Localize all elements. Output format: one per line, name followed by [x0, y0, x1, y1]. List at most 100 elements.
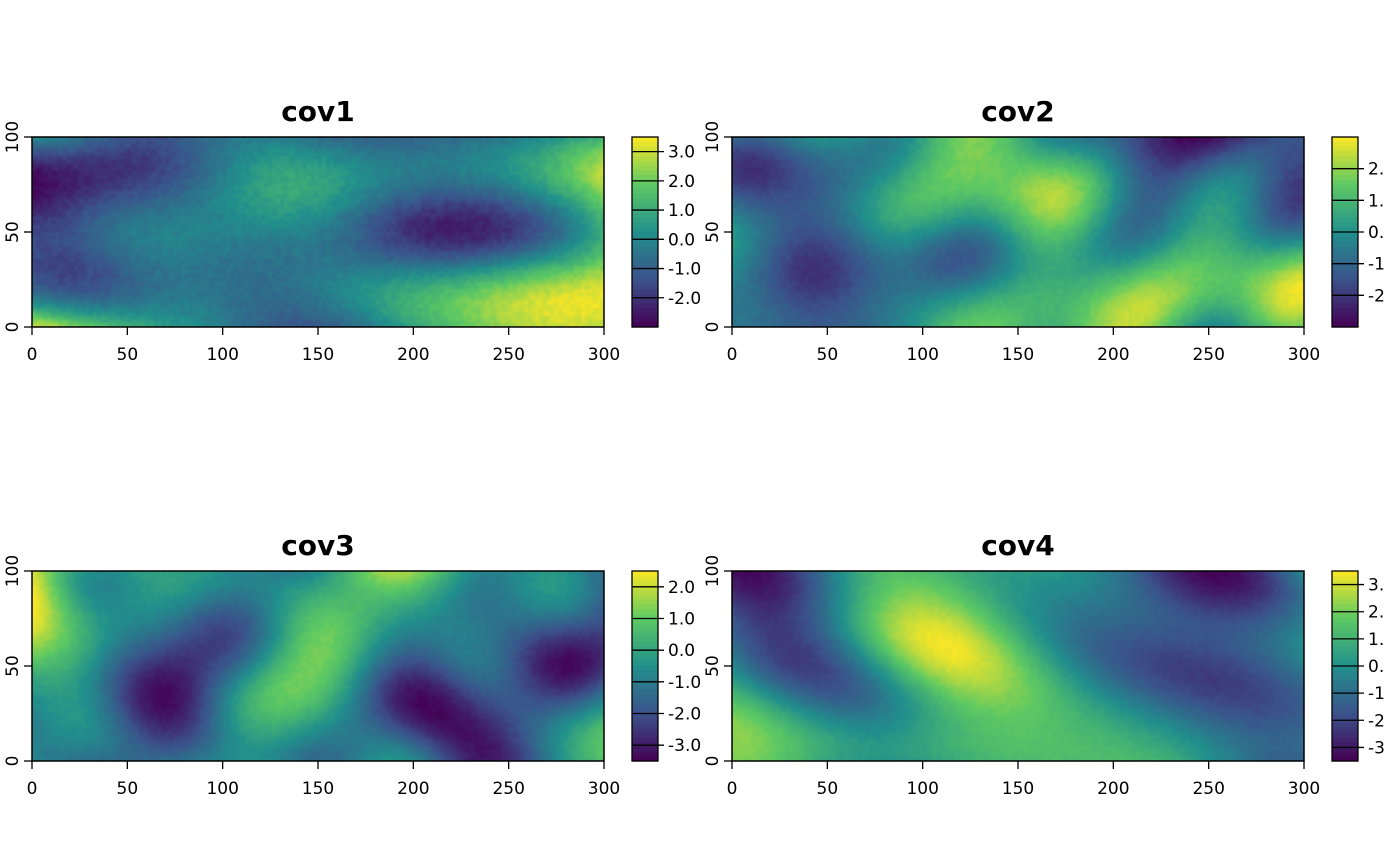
colorbar-tick-label: 1. [1368, 630, 1384, 650]
colorbar-segment [1332, 590, 1358, 596]
colorbar-segment [1332, 293, 1358, 300]
colorbar-tick-label: -1.0 [668, 260, 701, 280]
x-tick-label: 300 [588, 345, 620, 365]
y-tick-label: 50 [703, 221, 723, 243]
colorbar-segment [632, 737, 658, 743]
colorbar-segment [632, 208, 658, 214]
colorbar-segment [632, 184, 658, 190]
panel-title: cov2 [981, 95, 1055, 128]
colorbar-segment [632, 594, 658, 601]
colorbar-segment [632, 666, 658, 672]
y-tick-label: 50 [3, 221, 23, 243]
colorbar-segment [1332, 213, 1358, 219]
colorbar-segment [1332, 203, 1358, 209]
colorbar-segment [632, 609, 658, 615]
colorbar-segment [1332, 708, 1358, 715]
x-tick-label: 200 [1097, 779, 1129, 799]
colorbar-segment [1332, 732, 1358, 738]
colorbar-segment [632, 151, 658, 157]
colorbar-frame [631, 570, 659, 762]
colorbar-tick-label: 0. [1368, 223, 1384, 243]
colorbar-segment [1332, 317, 1358, 323]
colorbar-segment [632, 585, 658, 591]
colorbar-segment [1332, 189, 1358, 195]
raster-image [732, 571, 1304, 761]
colorbar-segment [1332, 236, 1358, 243]
colorbar-segment [632, 623, 658, 629]
colorbar-segment [1332, 251, 1358, 257]
colorbar-segment [632, 194, 658, 200]
panel-title: cov3 [281, 529, 355, 562]
x-tick-label: 100 [206, 345, 238, 365]
colorbar-segment [632, 284, 658, 290]
colorbar-segment [1332, 198, 1358, 205]
colorbar-segment [632, 699, 658, 705]
colorbar-tick-label: 1.0 [668, 610, 695, 630]
colorbar-segment [1332, 713, 1358, 719]
colorbar-segment [632, 680, 658, 686]
colorbar-segment [1332, 580, 1358, 586]
colorbar-tick-label: -2.0 [668, 289, 701, 309]
colorbar-segment [632, 317, 658, 323]
colorbar-segment [632, 251, 658, 257]
colorbar-segment [632, 260, 658, 266]
colorbar-segment [632, 723, 658, 729]
colorbar-segment [632, 255, 658, 262]
x-tick-label: 0 [727, 345, 738, 365]
colorbar-segment [632, 274, 658, 281]
colorbar-segment [632, 628, 658, 634]
colorbar-tick-label: -1 [1368, 684, 1385, 704]
raster-image [732, 137, 1304, 327]
colorbar-segment [1332, 675, 1358, 681]
colorbar-segment [632, 213, 658, 219]
colorbar-segment [1332, 623, 1358, 629]
colorbar-segment [632, 642, 658, 648]
colorbar-segment [632, 618, 658, 624]
colorbar-segment [632, 279, 658, 285]
colorbar-segment [1332, 613, 1358, 620]
colorbar-segment [632, 656, 658, 662]
colorbar-segment [632, 704, 658, 710]
x-tick-label: 200 [1097, 345, 1129, 365]
colorbar-segment [1332, 208, 1358, 214]
colorbar-segment [632, 156, 658, 162]
colorbar-segment [632, 713, 658, 719]
x-tick-label: 50 [817, 345, 839, 365]
colorbar-segment [1332, 137, 1358, 143]
colorbar-segment [632, 312, 658, 319]
colorbar-segment [1332, 704, 1358, 710]
panel-cov3: cov3 0 50 100 150 200 250 300 0 50 100 2.0 1.0 0.0 -1.… [3, 529, 701, 799]
x-tick-label: 150 [1002, 345, 1034, 365]
colorbar-segment [632, 599, 658, 605]
colorbar-segment [632, 146, 658, 152]
colorbar-segment [632, 685, 658, 691]
colorbar-segment [1332, 217, 1358, 224]
x-tick-label: 150 [1002, 779, 1034, 799]
colorbar-segment [1332, 303, 1358, 309]
colorbar-segment [1332, 184, 1358, 190]
y-tick-label: 0 [703, 322, 723, 333]
colorbar-segment [1332, 642, 1358, 648]
colorbar-segment [632, 727, 658, 734]
colorbar-segment [632, 175, 658, 181]
x-tick-label: 100 [906, 779, 938, 799]
y-tick-label: 0 [703, 756, 723, 767]
colorbar-segment [632, 293, 658, 300]
colorbar-tick-label: -2 [1368, 286, 1385, 306]
colorbar-segment [1332, 571, 1358, 577]
x-tick-label: 300 [1288, 779, 1320, 799]
colorbar-segment [1332, 575, 1358, 582]
colorbar-segment [1332, 265, 1358, 271]
panel-cov1: cov1 0 50 100 150 200 250 300 0 50 100 3.0 2.0 1.0 0.0… [3, 95, 701, 365]
colorbar-segment [1332, 647, 1358, 653]
x-tick-label: 300 [1288, 345, 1320, 365]
colorbar-segment [632, 694, 658, 700]
colorbar-segment [1332, 723, 1358, 729]
colorbar-segment [632, 322, 658, 328]
colorbar-tick-label: -2 [1368, 711, 1385, 731]
colorbar-segment [632, 571, 658, 577]
colorbar-segment [632, 165, 658, 171]
x-tick-label: 0 [27, 345, 38, 365]
x-tick-label: 100 [206, 779, 238, 799]
colorbar-tick-label: 1.0 [668, 201, 695, 221]
